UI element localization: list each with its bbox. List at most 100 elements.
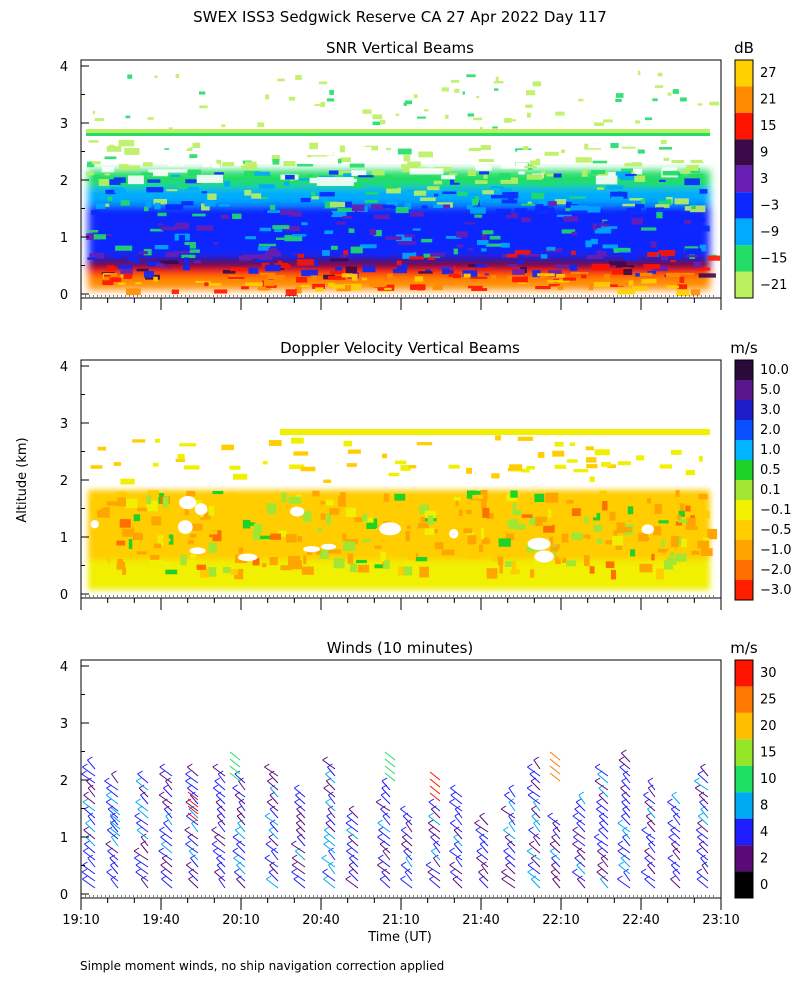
snr-cell (348, 228, 355, 233)
snr-cell (185, 179, 201, 184)
doppler-cell (481, 501, 487, 509)
wind-barb (133, 854, 149, 868)
snr-gap (301, 149, 334, 156)
snr-cell (102, 280, 114, 286)
snr-cell (222, 269, 236, 274)
snr-cell (109, 179, 121, 185)
snr-cell (591, 264, 605, 267)
wind-barb (449, 861, 463, 875)
snr-cell (467, 170, 476, 177)
doppler-cell (700, 548, 713, 556)
doppler-cell (619, 527, 632, 533)
doppler-speck (491, 473, 500, 479)
snr-cell (646, 207, 657, 214)
snr-cell (136, 268, 149, 272)
snr-cell (364, 199, 378, 204)
wind-barb (161, 840, 173, 854)
doppler-speck (466, 467, 473, 474)
snr-cell (222, 162, 235, 167)
wind-barb (384, 772, 396, 782)
doppler-cell (392, 517, 405, 524)
snr-cell (587, 255, 604, 260)
snr-cell (647, 270, 657, 274)
snr-cell (690, 289, 701, 296)
doppler-cell (403, 566, 413, 576)
snr-speck (154, 75, 158, 79)
snr-cell (396, 260, 402, 266)
doppler-speck (670, 449, 682, 455)
snr-cell (395, 234, 412, 242)
snr-cell (585, 216, 599, 222)
snr-cell (547, 280, 561, 283)
snr-gap (409, 168, 444, 175)
colorbar-frame (734, 659, 754, 899)
snr-speck (265, 94, 270, 100)
wind-barb (576, 819, 586, 833)
snr-cell (384, 287, 392, 290)
doppler-cell (630, 549, 636, 557)
snr-speck (454, 88, 460, 93)
doppler-cell (510, 490, 518, 498)
doppler-cell (431, 529, 438, 534)
wind-barb (644, 798, 656, 812)
wind-barb (527, 868, 541, 882)
doppler-cell (555, 556, 561, 565)
wind-barb (700, 763, 709, 777)
snr-cell (564, 239, 576, 242)
snr-cell (655, 207, 664, 210)
wind-barb (572, 868, 586, 882)
snr-cell (601, 226, 618, 229)
snr-cell (98, 230, 112, 235)
snr-cell (680, 272, 695, 276)
wind-barb (670, 875, 681, 889)
doppler-cell (509, 519, 519, 530)
doppler-speck (416, 442, 433, 446)
snr-cell (610, 284, 624, 288)
doppler-cell (658, 520, 669, 524)
snr-cell (685, 255, 698, 258)
x-tick-label: 20:40 (302, 913, 339, 928)
doppler-cell (562, 557, 567, 563)
doppler-cell (303, 511, 312, 522)
colorbar-label: −2.0 (760, 563, 792, 578)
wind-barb (325, 819, 336, 833)
doppler-speck (586, 464, 598, 469)
colorbar-swatch (735, 420, 753, 440)
colorbar-label: 21 (760, 93, 777, 108)
snr-cell (588, 143, 605, 149)
colorbar-label: 15 (760, 746, 777, 761)
doppler-cell (281, 551, 290, 555)
wind-barb (508, 784, 516, 798)
wind-barb (348, 861, 359, 875)
snr-cell (387, 273, 393, 279)
wind-barb (107, 847, 119, 861)
snr-cell (184, 186, 199, 191)
snr-cell (311, 191, 316, 197)
snr-cell (98, 179, 110, 186)
snr-speck (403, 102, 408, 106)
doppler-speck (698, 455, 703, 462)
snr-cell (371, 170, 385, 176)
snr-cell (196, 234, 207, 238)
doppler-speck (521, 468, 530, 473)
snr-cell (304, 269, 319, 276)
snr-cell (656, 212, 663, 219)
snr-cell (367, 252, 383, 255)
snr-cell (565, 151, 575, 158)
doppler-cell (627, 506, 634, 515)
snr-cell (554, 279, 570, 283)
doppler-cell (288, 555, 301, 566)
doppler-speck (408, 465, 417, 469)
snr-cell (319, 191, 335, 197)
colorbar-swatch (735, 818, 753, 846)
wind-barb (694, 777, 709, 791)
snr-cell (674, 198, 689, 205)
snr-cell (329, 270, 344, 275)
snr-cell (369, 280, 385, 288)
wind-barb (429, 778, 441, 788)
snr-cell (590, 170, 606, 175)
wind-barb (84, 840, 96, 854)
wind-barb (187, 791, 199, 801)
doppler-cell (199, 569, 209, 578)
